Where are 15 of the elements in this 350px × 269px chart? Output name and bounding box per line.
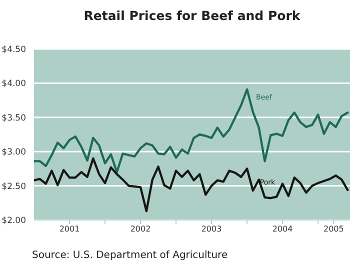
x-tick-label: 2001 bbox=[59, 224, 80, 234]
y-tick-label: $4.50 bbox=[2, 45, 26, 56]
y-tick-label: $2.00 bbox=[2, 216, 26, 226]
y-tick-label: $3.50 bbox=[2, 113, 26, 124]
y-tick-label: $2.50 bbox=[2, 182, 26, 192]
x-tick-label: 2004 bbox=[272, 224, 293, 234]
line-series bbox=[34, 157, 349, 212]
y-tick-label: $3.00 bbox=[2, 148, 26, 158]
chart-title: Retail Prices for Beef and Pork bbox=[82, 8, 302, 23]
line-series bbox=[34, 88, 349, 174]
y-tick-label: $4.00 bbox=[2, 79, 26, 90]
x-tick-label: 2003 bbox=[201, 224, 222, 234]
x-tick-label: 2002 bbox=[130, 224, 151, 234]
x-tick-label: 2005 bbox=[323, 224, 344, 234]
source-note: Source: U.S. Department of Agriculture bbox=[32, 250, 228, 261]
